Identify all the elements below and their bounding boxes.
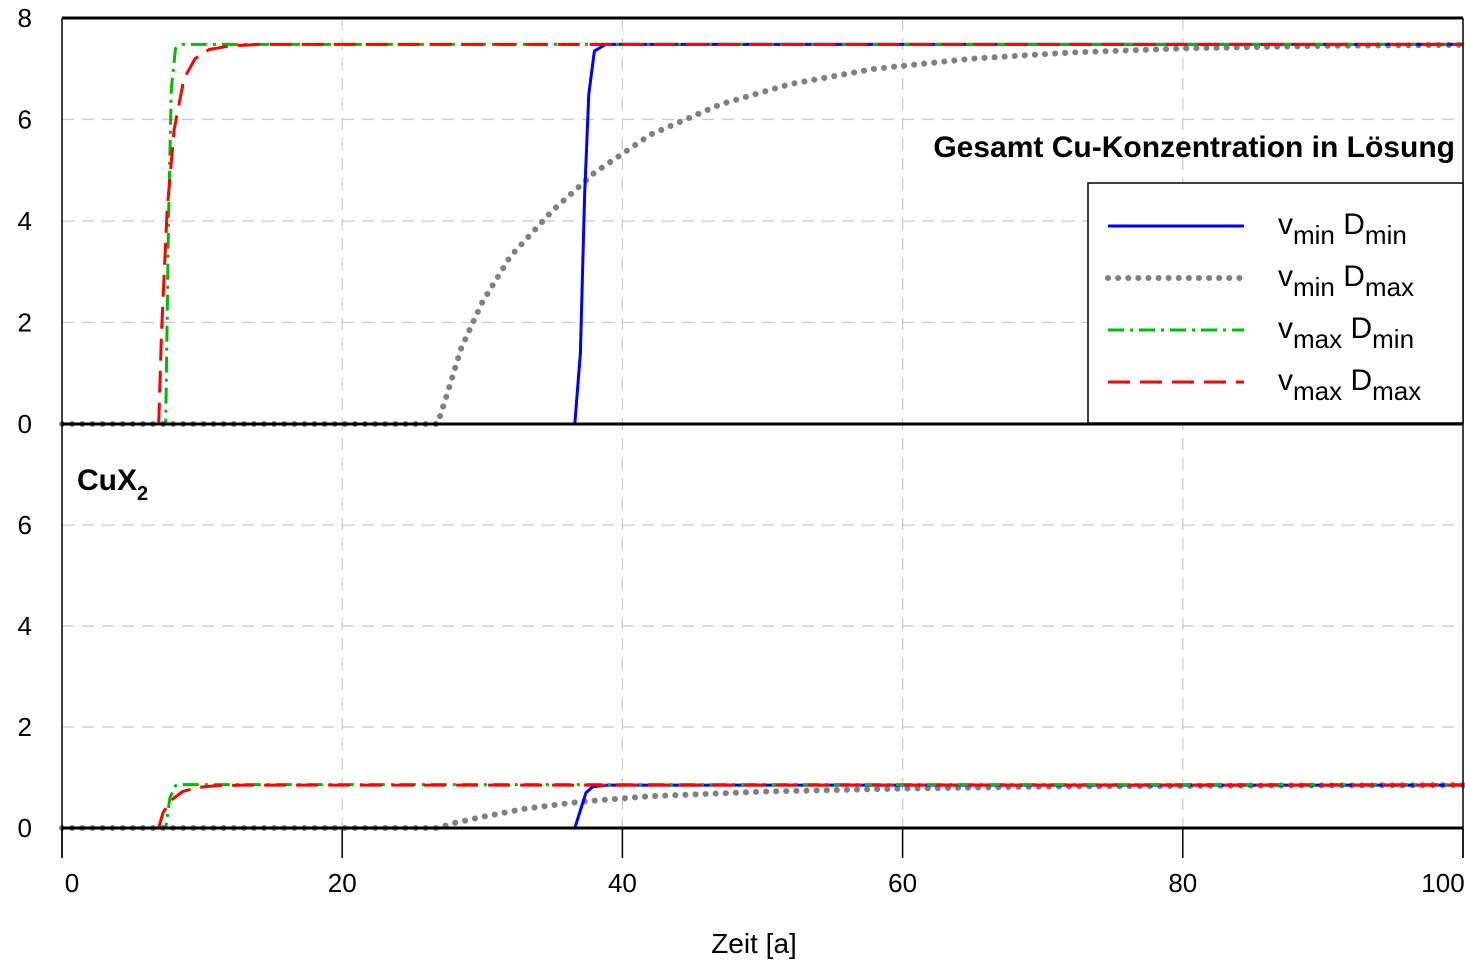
legend-label: vmin Dmax xyxy=(1278,260,1414,303)
y-tick-label: 2 xyxy=(18,308,32,338)
y-tick-label: 2 xyxy=(18,712,32,742)
x-tick-label: 80 xyxy=(1168,868,1197,898)
y-tick-label: 4 xyxy=(18,206,32,236)
y-tick-label: 0 xyxy=(18,409,32,439)
series-line-vmax-dmax xyxy=(62,783,1463,830)
lower-panel-title-sub: 2 xyxy=(137,483,148,505)
legend-label: vmax Dmax xyxy=(1278,364,1421,407)
series-line-vmax-dmax xyxy=(62,42,1463,426)
y-tick-label: 6 xyxy=(18,105,32,135)
lower-panel-title: CuX2 xyxy=(77,464,148,505)
y-tick-label: 4 xyxy=(18,611,32,641)
x-tick-label: 0 xyxy=(65,868,79,898)
series-line-vmin-dmax xyxy=(59,782,1465,831)
y-tick-label: 6 xyxy=(18,510,32,540)
legend: vmin Dmin vmin Dmax vmax Dmin vmax Dmax xyxy=(1087,182,1464,424)
upper-panel-title: Gesamt Cu-Konzentration in Lösung xyxy=(933,131,1455,164)
series-line-vmin-dmin xyxy=(62,783,1463,830)
x-axis-label: Zeit [a] xyxy=(711,928,797,959)
axes xyxy=(61,16,1464,858)
x-tick-label: 20 xyxy=(328,868,357,898)
legend-label: vmin Dmin xyxy=(1278,208,1407,251)
y-tick-label: 8 xyxy=(18,3,32,33)
series-line-vmin-dmax xyxy=(59,41,1465,427)
lower-panel-title-main: CuX xyxy=(77,464,137,497)
x-tick-label: 60 xyxy=(888,868,917,898)
series-line-vmax-dmin xyxy=(62,783,1463,830)
legend-label: vmax Dmin xyxy=(1278,312,1414,355)
y-tick-label: 0 xyxy=(18,813,32,843)
x-tick-label: 100 xyxy=(1421,868,1464,898)
x-tick-label: 40 xyxy=(608,868,637,898)
